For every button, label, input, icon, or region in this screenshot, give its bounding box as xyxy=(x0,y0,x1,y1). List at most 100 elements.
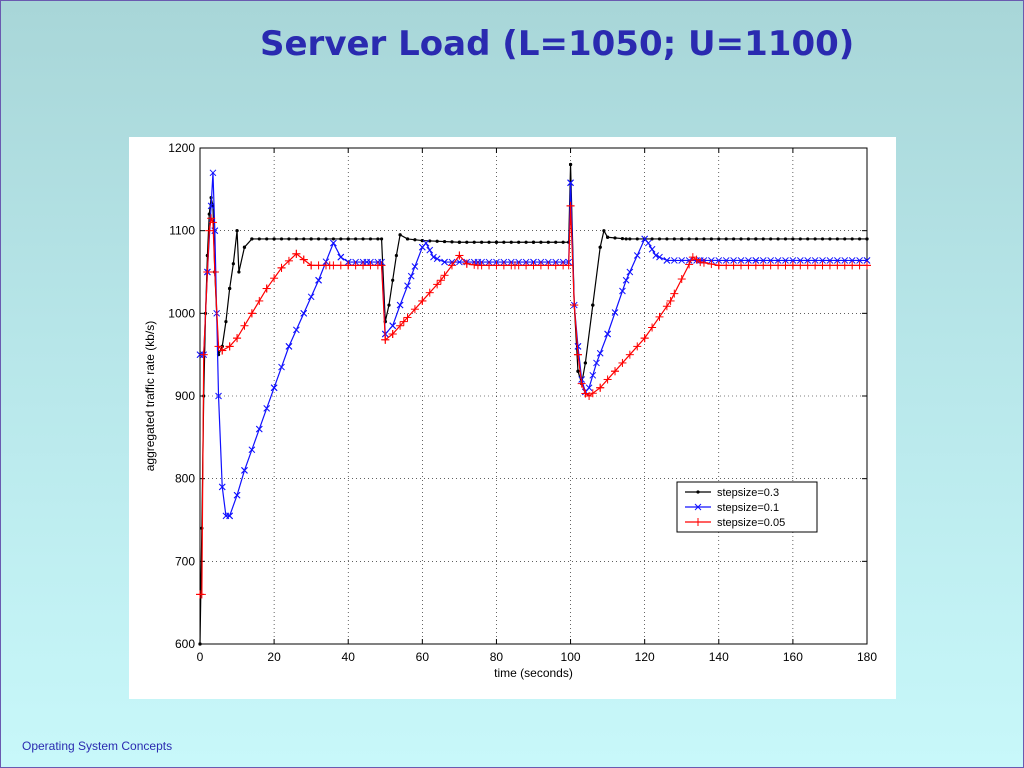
series-point xyxy=(315,276,322,284)
series-marker xyxy=(840,261,849,270)
series-marker xyxy=(856,257,863,264)
series-stepsize=0.05 xyxy=(196,201,871,599)
series-point xyxy=(531,240,536,244)
series-point xyxy=(242,245,247,249)
series-marker xyxy=(633,252,641,259)
series-point xyxy=(255,425,263,433)
series-point xyxy=(198,642,202,646)
series-point xyxy=(640,334,649,343)
legend-label: stepsize=0.1 xyxy=(717,502,779,514)
series-marker xyxy=(783,237,788,241)
series-marker xyxy=(539,240,543,244)
series-marker xyxy=(811,261,820,270)
series-marker xyxy=(368,237,373,241)
series-point xyxy=(604,330,611,338)
series-marker xyxy=(650,237,654,241)
series-point xyxy=(381,335,390,344)
series-point xyxy=(387,303,391,307)
series-marker xyxy=(677,275,686,284)
series-marker xyxy=(499,261,508,270)
series-marker xyxy=(551,261,560,270)
x-tick-label: 100 xyxy=(561,650,581,664)
series-marker xyxy=(702,237,706,241)
series-marker xyxy=(485,261,494,270)
series-point xyxy=(462,259,471,268)
series-marker xyxy=(307,293,315,301)
series-point xyxy=(197,590,206,599)
series-marker xyxy=(410,305,419,314)
series-point xyxy=(570,301,579,310)
series-marker xyxy=(635,237,639,241)
series-marker xyxy=(480,240,484,244)
series-marker xyxy=(665,237,669,241)
y-tick-label: 900 xyxy=(175,389,195,403)
series-marker xyxy=(391,278,395,282)
series-marker xyxy=(670,257,678,264)
series-point xyxy=(752,257,760,264)
series-marker xyxy=(366,261,375,270)
series-point xyxy=(407,272,415,280)
series-marker xyxy=(825,261,834,270)
series-point xyxy=(199,350,208,359)
series-point xyxy=(591,303,595,307)
series-point xyxy=(863,261,871,270)
series-marker xyxy=(672,237,676,241)
y-axis-label: aggregated traffic rate (kb/s) xyxy=(143,321,157,472)
series-point xyxy=(363,258,371,266)
series-marker xyxy=(529,261,538,270)
series-marker xyxy=(331,237,335,241)
server-load-chart: 0 20 40 60 80 100 120 140 160 180 600 700 800 900 1000… xyxy=(143,141,877,680)
x-tick-label: 20 xyxy=(267,650,281,664)
series-point xyxy=(300,309,308,317)
series-marker xyxy=(833,261,842,270)
series-lines xyxy=(196,162,871,646)
series-point xyxy=(577,379,586,388)
series-marker xyxy=(744,261,753,270)
series-point xyxy=(233,491,241,499)
series-marker xyxy=(248,446,256,454)
series-point xyxy=(203,268,212,276)
series-marker xyxy=(694,237,699,241)
series-marker xyxy=(426,246,434,254)
series-marker xyxy=(302,237,306,241)
series-point xyxy=(388,330,397,338)
legend-label: stepsize=0.3 xyxy=(717,487,779,499)
series-point xyxy=(207,214,216,223)
series-marker xyxy=(433,255,441,263)
series-point xyxy=(379,237,384,241)
series-point xyxy=(210,268,219,276)
series-marker xyxy=(774,261,783,270)
series-marker xyxy=(648,323,657,332)
y-tick-label: 700 xyxy=(175,554,195,568)
series-marker xyxy=(798,237,802,241)
x-tick-label: 40 xyxy=(342,650,356,664)
series-marker xyxy=(791,237,795,241)
series-point xyxy=(346,237,350,241)
series-point xyxy=(602,229,606,233)
series-point xyxy=(207,202,215,210)
series-marker xyxy=(278,363,285,371)
series-marker xyxy=(709,237,713,241)
series-marker xyxy=(435,239,439,243)
series-marker xyxy=(662,302,671,311)
series-point xyxy=(418,296,427,305)
series-marker xyxy=(292,326,300,334)
series-point xyxy=(576,369,580,373)
series-point xyxy=(292,249,301,258)
series-point xyxy=(272,237,276,241)
series-point xyxy=(398,233,402,237)
series-marker xyxy=(811,257,819,264)
series-point xyxy=(624,237,628,241)
series-marker xyxy=(411,263,419,270)
series-marker xyxy=(655,312,664,321)
series-marker xyxy=(324,237,328,241)
series-point xyxy=(309,237,313,241)
series-marker xyxy=(835,237,839,241)
series-marker xyxy=(618,358,627,367)
series-marker xyxy=(806,237,810,241)
series-marker xyxy=(819,257,826,264)
series-marker xyxy=(561,240,565,244)
series-marker xyxy=(848,257,856,264)
series-marker xyxy=(789,257,797,264)
grid-lines xyxy=(200,148,867,644)
